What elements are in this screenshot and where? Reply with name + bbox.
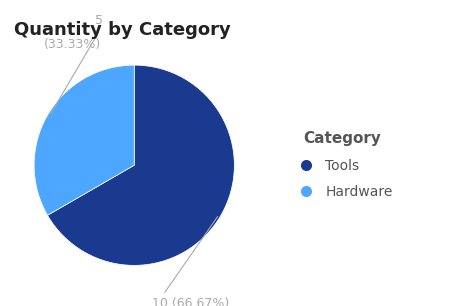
- Legend: Tools, Hardware: Tools, Hardware: [286, 126, 398, 205]
- Wedge shape: [47, 65, 234, 265]
- Text: Quantity by Category: Quantity by Category: [14, 21, 230, 39]
- Text: 5: 5: [51, 14, 103, 114]
- Text: (33.33%): (33.33%): [44, 38, 101, 51]
- Text: 10 (66.67%): 10 (66.67%): [152, 217, 229, 306]
- Wedge shape: [34, 65, 134, 215]
